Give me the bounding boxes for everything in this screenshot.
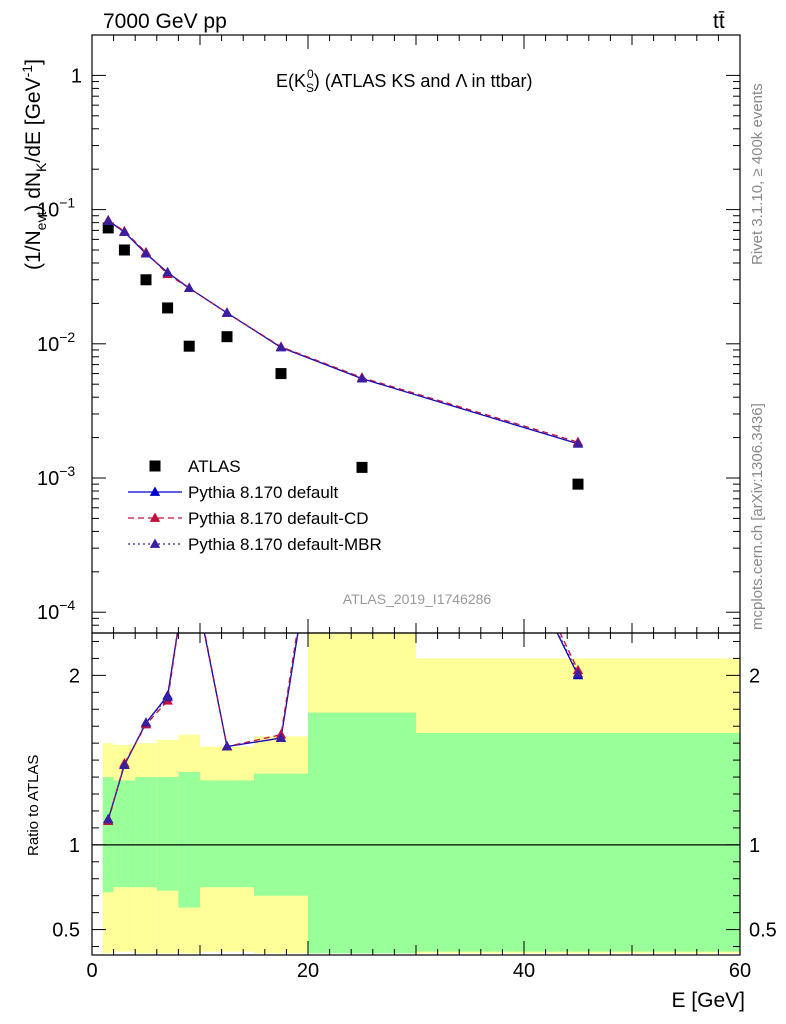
ratio-3-point-7	[357, 229, 367, 238]
atlas-point-6	[275, 368, 287, 380]
series-3-point-5	[221, 307, 233, 317]
ratio-3-point-0	[102, 813, 114, 824]
ratio-3-point-8	[572, 668, 584, 678]
series-3-point-6	[275, 341, 287, 352]
atlas-point-7	[356, 461, 368, 473]
legend-marker-0	[149, 460, 161, 472]
lower-ytick-label-right-0: 0.5	[749, 920, 777, 942]
series-3-point-0	[102, 215, 114, 226]
analysis-id: ATLAS_2019_I1746286	[343, 591, 492, 607]
lower-ytick-label-left-1: 1	[69, 835, 80, 857]
band-green-3	[156, 777, 179, 891]
band-green-4	[178, 771, 200, 908]
band-green-8	[416, 732, 740, 952]
series-3-point-8	[572, 438, 584, 448]
series-3-point-1	[119, 226, 130, 236]
legend-marker-2	[149, 512, 161, 522]
lower-ytick-label-right-2: 2	[749, 665, 760, 687]
upper-ytick-label-3: 10−3	[37, 463, 75, 490]
series-line-2	[107, 219, 579, 443]
band-green-6	[254, 773, 308, 896]
band-green-2	[135, 777, 157, 888]
legend-marker-1	[149, 486, 161, 496]
ratio-3-point-1	[119, 759, 130, 770]
xlabel: E [GeV]	[671, 989, 745, 1012]
upper-ytick-label-0: 1	[71, 65, 82, 87]
ratio-bands	[92, 633, 740, 954]
xtick-label-0: 0	[86, 960, 97, 982]
series-3-point-2	[140, 248, 152, 258]
atlas-point-2	[140, 274, 152, 286]
ratio-2-point-7	[357, 212, 367, 221]
atlas-point-1	[118, 244, 130, 256]
lower-ylabel: Ratio to ATLAS	[25, 755, 42, 856]
energy-label: 7000 GeV pp	[103, 10, 227, 33]
series-line-1	[107, 219, 579, 445]
chart-title: E(KS0) (ATLAS KS and Λ in ttbar)	[276, 67, 533, 95]
legend-label-0: ATLAS	[188, 457, 241, 476]
ratio-3-point-2	[140, 717, 152, 727]
legend-label-2: Pythia 8.170 default-CD	[188, 509, 369, 528]
process-label: tt̄	[713, 10, 725, 33]
ratio-line-2	[107, 633, 579, 822]
axes: 110−110−210−310−40.5 0.51 12 20 20 40 60	[37, 34, 777, 982]
ratio-3-point-5	[221, 741, 233, 751]
rivet-label: Rivet 3.1.10, ≥ 400k events	[749, 83, 766, 265]
xtick-label-3: 60	[729, 960, 751, 982]
upper-ytick-label-2: 10−2	[37, 329, 75, 356]
lower-ytick-label-left-2: 2	[69, 665, 80, 687]
series-3-point-4	[183, 282, 195, 292]
lower-ytick-label-right-1: 1	[749, 835, 760, 857]
ratio-1-point-7	[357, 229, 367, 238]
atlas-point-3	[162, 302, 174, 314]
band-green-5	[200, 780, 254, 888]
atlas-point-4	[183, 340, 195, 352]
band-green-0	[102, 777, 114, 893]
mcplots-label: mcplots.cern.ch [arXiv:1306.3436]	[749, 403, 766, 630]
legend-label-1: Pythia 8.170 default	[188, 483, 339, 502]
ratio-3-point-6	[275, 732, 287, 742]
legend: ATLAS Pythia 8.170 default Pythia 8.170 de…	[128, 457, 382, 554]
band-green-1	[113, 780, 136, 888]
xtick-label-2: 40	[513, 960, 535, 982]
atlas-point-5	[221, 331, 233, 343]
legend-marker-3	[149, 538, 161, 548]
atlas-point-0	[102, 222, 114, 234]
upper-ytick-label-1: 10−1	[37, 195, 75, 222]
series-3-point-7	[356, 373, 368, 383]
ratio-3-point-3	[162, 691, 173, 702]
xtick-label-1: 20	[297, 960, 319, 982]
upper-series	[102, 214, 584, 490]
lower-ytick-label-left-0: 0.5	[52, 920, 80, 942]
band-green-7	[308, 712, 416, 954]
legend-label-3: Pythia 8.170 default-MBR	[188, 535, 382, 554]
atlas-point-8	[572, 478, 584, 490]
series-line-3	[107, 220, 579, 445]
upper-ytick-label-4: 10−4	[37, 597, 75, 624]
ratio-series	[102, 212, 584, 825]
upper-ylabel: (1/Nevt) dNK/dE [GeV-1]	[19, 59, 49, 270]
series-3-point-3	[162, 266, 173, 277]
